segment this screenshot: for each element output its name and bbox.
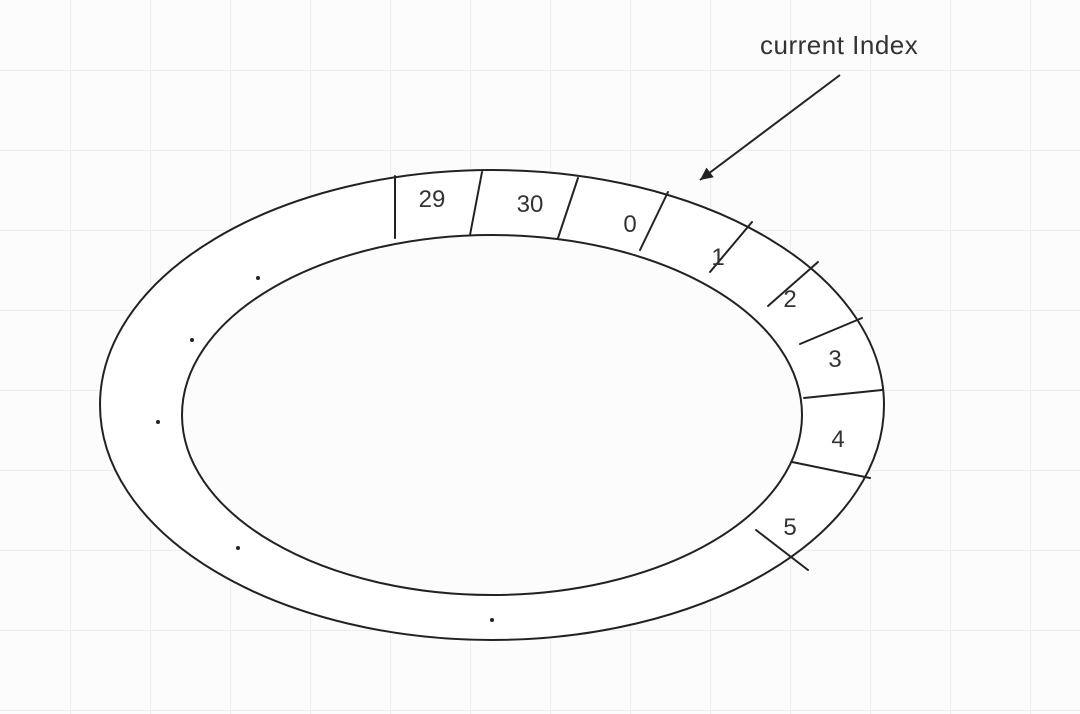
ring-buffer-diagram [0,0,1080,714]
pointer-label: current Index [760,30,918,61]
cell-label-1: 1 [711,244,724,272]
cell-label-29: 29 [419,186,446,214]
cell-label-30: 30 [517,191,544,219]
cell-label-4: 4 [831,426,844,454]
cell-label-5: 5 [783,514,796,542]
cell-label-0: 0 [623,211,636,239]
cell-label-3: 3 [828,346,841,374]
cell-label-2: 2 [783,286,796,314]
